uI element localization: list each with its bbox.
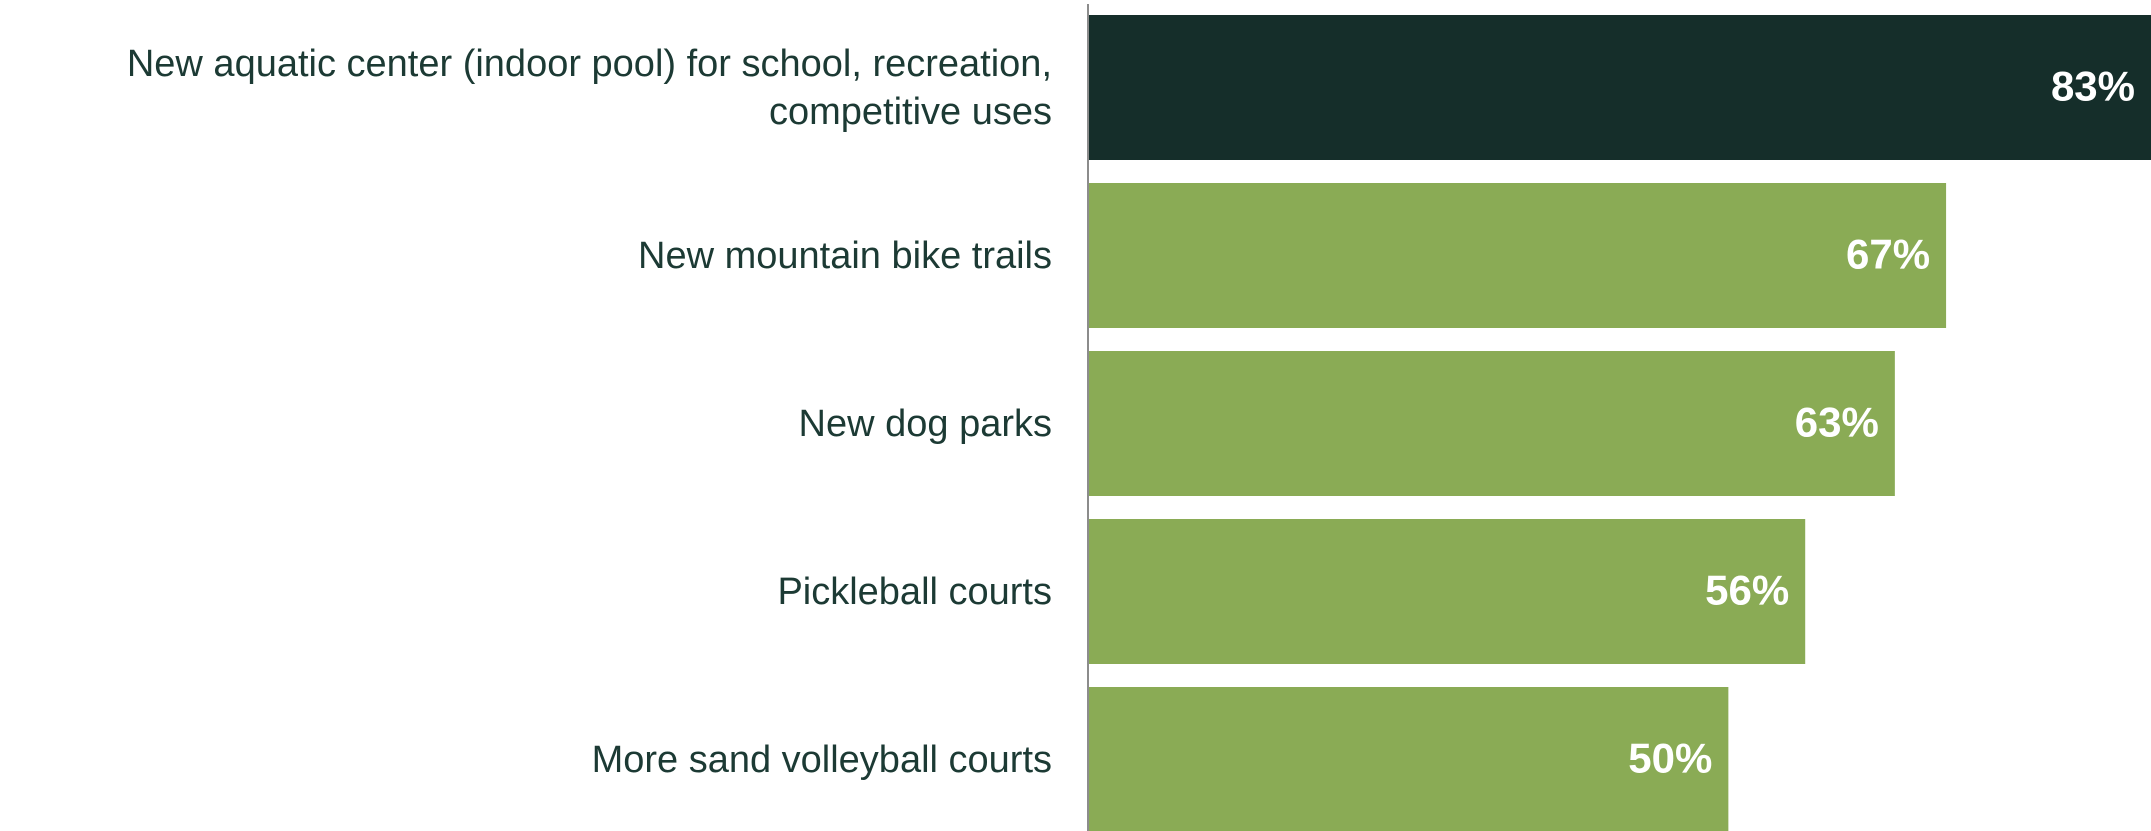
value-label: 83%: [2051, 63, 2135, 110]
bar: [1088, 519, 1806, 664]
category-label: Pickleball courts: [777, 570, 1052, 613]
bar: [1088, 687, 1729, 831]
value-label: 50%: [1628, 735, 1712, 782]
value-label: 67%: [1846, 231, 1930, 278]
category-label: New aquatic center (indoor pool) for sch…: [126, 42, 1052, 133]
category-label: New dog parks: [798, 402, 1052, 445]
bar: [1088, 15, 2151, 160]
bar: [1088, 351, 1895, 496]
category-label: More sand volleyball courts: [591, 738, 1052, 781]
value-label: 56%: [1705, 567, 1789, 614]
category-label: New mountain bike trails: [638, 234, 1052, 277]
value-label: 63%: [1795, 399, 1879, 446]
bar: [1088, 183, 1947, 328]
